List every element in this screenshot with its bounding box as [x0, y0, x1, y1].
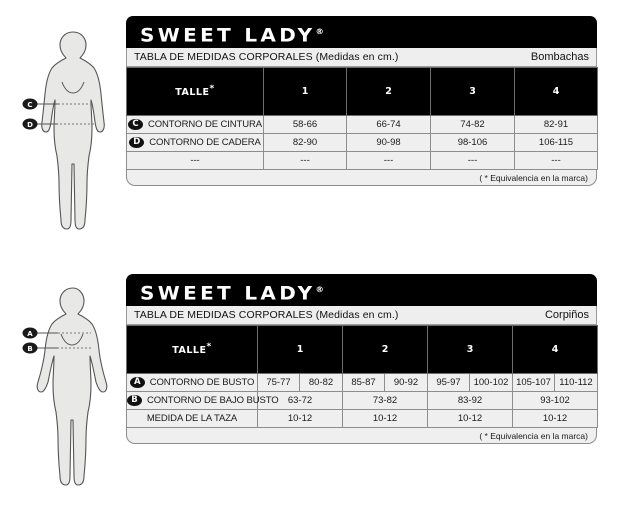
- marker-label-c: C: [27, 101, 32, 109]
- row-label-empty: ---: [126, 151, 264, 170]
- cell-bajo-busto-2: 73-82: [342, 391, 428, 410]
- category-label: Bombachas: [530, 51, 589, 63]
- row-label-cadera: D CONTORNO DE CADERA: [126, 133, 264, 152]
- cell-empty-4: ---: [514, 151, 598, 170]
- marker-badge-c: [22, 98, 38, 110]
- table-row: D CONTORNO DE CADERA 82-90 90-98 98-106 1…: [126, 133, 598, 152]
- measurements-table-corpinos: TALLE* 1 2 3 4 A CONTORNO DE BUSTO 75-77 …: [126, 325, 598, 428]
- subtitle-text: TABLA DE MEDIDAS CORPORALES (Medidas en …: [134, 309, 399, 321]
- female-silhouette-icon: [36, 287, 108, 486]
- row-label-text: CONTORNO DE CADERA: [149, 136, 261, 148]
- marker-badge-d: [22, 118, 38, 130]
- talle-star: *: [206, 342, 212, 353]
- cell-bajo-busto-3: 83-92: [427, 391, 513, 410]
- size-chart-corpinos: A B SWEET LADY® TABLA DE MEDIDAS CORPORA…: [0, 258, 633, 520]
- brand-header-corpinos: SWEET LADY®: [126, 274, 597, 306]
- subtitle-bar-corpinos: TABLA DE MEDIDAS CORPORALES (Medidas en …: [126, 306, 597, 325]
- size-header-1: 1: [263, 67, 347, 116]
- talle-header: TALLE*: [126, 67, 264, 116]
- brand-name: SWEET LADY: [140, 282, 316, 305]
- brand-header-bombachas: SWEET LADY®: [126, 16, 597, 48]
- size-header-3: 3: [430, 67, 515, 116]
- marker-badge-b: [22, 342, 38, 354]
- cell-cintura-3: 74-82: [430, 115, 515, 134]
- cell-taza-1: 10-12: [257, 409, 343, 428]
- row-label-text: CONTORNO DE BAJO BUSTO: [147, 394, 279, 406]
- marker-badge-a: [22, 327, 38, 339]
- cell-taza-4: 10-12: [512, 409, 598, 428]
- cell-busto-3a: 95-97: [427, 373, 470, 392]
- cell-empty-1: ---: [263, 151, 347, 170]
- cell-cintura-2: 66-74: [346, 115, 431, 134]
- cell-cadera-4: 106-115: [514, 133, 598, 152]
- cell-cadera-3: 98-106: [430, 133, 515, 152]
- cell-cintura-1: 58-66: [263, 115, 347, 134]
- table-card-corpinos: SWEET LADY® TABLA DE MEDIDAS CORPORALES …: [126, 274, 598, 444]
- marker-label-b: B: [27, 345, 32, 353]
- table-header-row: TALLE* 1 2 3 4: [126, 67, 598, 116]
- measurements-table-bombachas: TALLE* 1 2 3 4 C CONTORNO DE CINTURA 58-6…: [126, 67, 598, 170]
- cell-busto-4b: 110-112: [554, 373, 598, 392]
- talle-header: TALLE*: [126, 325, 258, 374]
- size-header-4: 4: [512, 325, 598, 374]
- row-label-taza: MEDIDA DE LA TAZA: [126, 409, 258, 428]
- table-row: C CONTORNO DE CINTURA 58-66 66-74 74-82 8…: [126, 115, 598, 134]
- size-header-2: 2: [342, 325, 428, 374]
- brand-logo: SWEET LADY®: [140, 279, 324, 304]
- row-label-busto: A CONTORNO DE BUSTO: [126, 373, 258, 392]
- registered-mark: ®: [315, 27, 324, 36]
- cell-busto-3b: 100-102: [469, 373, 513, 392]
- table-header-row: TALLE* 1 2 3 4: [126, 325, 598, 374]
- row-label-cintura: C CONTORNO DE CINTURA: [126, 115, 264, 134]
- category-label: Corpiños: [544, 309, 589, 321]
- brand-logo: SWEET LADY®: [140, 21, 324, 46]
- footnote-text: ( * Equivalencia en la marca): [479, 430, 588, 441]
- badge-a: A: [129, 376, 145, 388]
- table-row: B CONTORNO DE BAJO BUSTO 63-72 73-82 83-9…: [126, 391, 598, 410]
- cell-empty-3: ---: [430, 151, 515, 170]
- body-figure-corpinos: A B: [18, 272, 128, 502]
- row-label-bajo-busto: B CONTORNO DE BAJO BUSTO: [126, 391, 279, 410]
- cell-empty-2: ---: [346, 151, 431, 170]
- cell-bajo-busto-4: 93-102: [512, 391, 598, 410]
- brand-name: SWEET LADY: [140, 24, 316, 47]
- table-card-bombachas: SWEET LADY® TABLA DE MEDIDAS CORPORALES …: [126, 16, 598, 186]
- table-row: --- --- --- --- ---: [126, 151, 598, 170]
- size-header-4: 4: [514, 67, 598, 116]
- size-chart-bombachas: C D SWEET LADY® TABLA DE MEDIDAS CORPORA…: [18, 14, 598, 244]
- footnote-bar-corpinos: ( * Equivalencia en la marca): [126, 428, 597, 444]
- cell-taza-2: 10-12: [342, 409, 428, 428]
- cell-cintura-4: 82-91: [514, 115, 598, 134]
- size-header-1: 1: [257, 325, 343, 374]
- cell-cadera-1: 82-90: [263, 133, 347, 152]
- footnote-bar-bombachas: ( * Equivalencia en la marca): [126, 170, 597, 186]
- badge-c: C: [127, 118, 143, 130]
- cell-busto-2a: 85-87: [342, 373, 385, 392]
- table-row: MEDIDA DE LA TAZA 10-12 10-12 10-12 10-1…: [126, 409, 598, 428]
- marker-label-a: A: [27, 330, 33, 338]
- talle-label: TALLE: [172, 345, 207, 357]
- cell-busto-2b: 90-92: [384, 373, 428, 392]
- footnote-text: ( * Equivalencia en la marca): [479, 172, 588, 183]
- badge-d: D: [129, 136, 145, 148]
- cell-cadera-2: 90-98: [346, 133, 431, 152]
- cell-taza-3: 10-12: [427, 409, 513, 428]
- talle-label: TALLE: [175, 87, 210, 99]
- row-label-text: CONTORNO DE CINTURA: [147, 118, 263, 130]
- row-label-text: CONTORNO DE BUSTO: [149, 376, 255, 388]
- badge-b: B: [127, 394, 142, 406]
- subtitle-text: TABLA DE MEDIDAS CORPORALES (Medidas en …: [134, 51, 399, 63]
- size-header-3: 3: [427, 325, 513, 374]
- marker-label-d: D: [27, 121, 33, 129]
- table-row: A CONTORNO DE BUSTO 75-77 80-82 85-87 90-…: [126, 373, 598, 392]
- female-silhouette-icon: [41, 31, 105, 230]
- size-header-2: 2: [346, 67, 431, 116]
- cell-busto-1b: 80-82: [299, 373, 343, 392]
- body-figure-bombachas: C D: [18, 14, 128, 244]
- subtitle-bar-bombachas: TABLA DE MEDIDAS CORPORALES (Medidas en …: [126, 48, 597, 67]
- talle-star: *: [209, 84, 215, 95]
- cell-busto-4a: 105-107: [512, 373, 555, 392]
- cell-busto-1a: 75-77: [257, 373, 300, 392]
- registered-mark: ®: [315, 285, 324, 294]
